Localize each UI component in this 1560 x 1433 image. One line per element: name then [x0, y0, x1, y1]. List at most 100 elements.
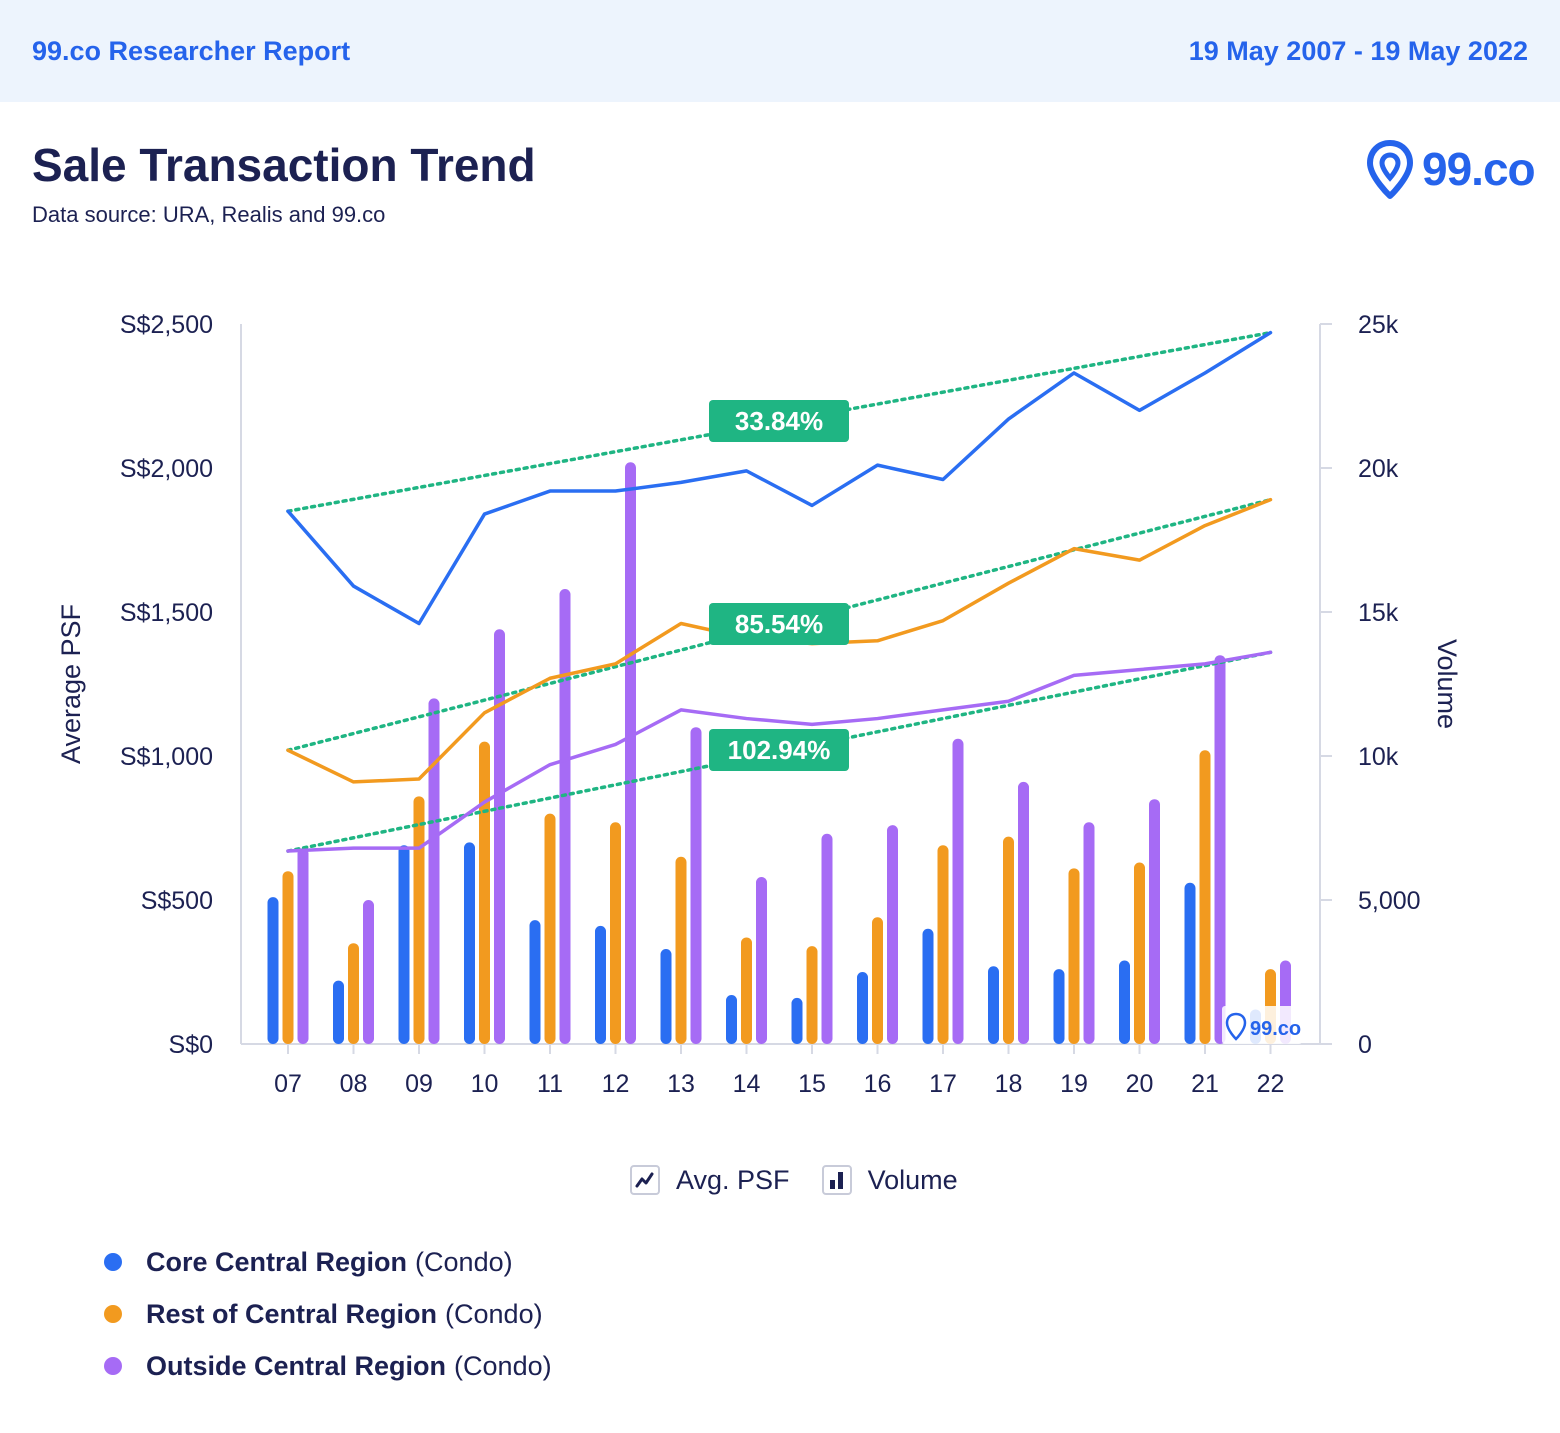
y-left-tick-label: S$2,500: [120, 311, 213, 339]
volume-bar: [610, 822, 621, 1044]
volume-bar: [464, 842, 475, 1044]
legend-series-name: Rest of Central Region: [146, 1298, 438, 1329]
volume-bar: [625, 462, 636, 1044]
legend-color-dot: [104, 1357, 122, 1375]
location-pin-icon: [1367, 140, 1413, 199]
volume-bar: [1018, 781, 1029, 1044]
legend-color-dot: [104, 1253, 122, 1271]
volume-bar: [1083, 822, 1095, 1044]
x-tick-label: 17: [929, 1070, 957, 1098]
legend-item-ocr[interactable]: Outside Central Region (Condo): [104, 1340, 552, 1392]
legend-item-avg-psf[interactable]: Avg. PSF: [630, 1165, 790, 1196]
trend-percent-label: 102.94%: [728, 735, 831, 765]
avg-psf-line: [286, 330, 1273, 626]
legend-item-rcr[interactable]: Rest of Central Region (Condo): [104, 1288, 552, 1340]
volume-bar: [690, 727, 702, 1044]
volume-bar: [821, 833, 833, 1044]
x-tick-label: 18: [995, 1070, 1023, 1098]
y-left-tick-label: S$2,000: [120, 455, 213, 483]
x-tick-label: 07: [274, 1070, 302, 1098]
page-title: Sale Transaction Trend: [32, 139, 536, 191]
y-left-tick-label: S$1,500: [120, 599, 213, 627]
volume-bar: [726, 995, 737, 1044]
legend-color-dot: [104, 1305, 122, 1323]
legend-item-ccr[interactable]: Core Central Region (Condo): [104, 1236, 552, 1288]
x-tick-label: 22: [1257, 1070, 1285, 1098]
x-tick-label: 15: [798, 1070, 826, 1098]
volume-bar: [952, 738, 964, 1044]
volume-bar: [1134, 862, 1145, 1044]
legend-item-volume[interactable]: Volume: [821, 1164, 958, 1196]
legend-series-name: Outside Central Region: [146, 1350, 447, 1381]
series-legend: Core Central Region (Condo) Rest of Cent…: [104, 1236, 552, 1392]
x-tick-label: 14: [733, 1070, 761, 1098]
volume-bar: [675, 856, 687, 1044]
x-tick-label: 09: [405, 1070, 433, 1098]
x-tick-label: 11: [537, 1070, 563, 1098]
volume-bar: [1119, 960, 1130, 1044]
y-left-tick-label: S$500: [141, 887, 213, 915]
y-right-axis-title: Volume: [1432, 639, 1462, 729]
avg-psf-line: [286, 650, 1273, 853]
bar-chart-icon: [821, 1165, 852, 1195]
volume-bar: [529, 920, 541, 1044]
volume-bar: [297, 848, 309, 1044]
volume-bar: [791, 997, 803, 1044]
volume-bar: [741, 937, 752, 1044]
trend-line: [286, 650, 1273, 853]
volume-bar: [1003, 836, 1014, 1044]
legend-label: Volume: [867, 1164, 958, 1195]
volume-bar: [559, 588, 571, 1044]
trend-percent-label: 33.84%: [735, 406, 823, 436]
location-pin-icon: [1225, 1012, 1247, 1041]
volume-bar: [348, 943, 359, 1044]
x-tick-label: 13: [667, 1070, 695, 1098]
x-tick-label: 12: [602, 1070, 630, 1098]
volume-bar: [872, 917, 883, 1044]
legend-series-name: Core Central Region: [146, 1246, 408, 1277]
y-right-tick-label: 20k: [1358, 455, 1399, 483]
watermark-text: 99.co: [1250, 1018, 1301, 1040]
volume-bar: [806, 946, 818, 1044]
volume-bar: [988, 966, 999, 1044]
y-left-tick-label: S$0: [169, 1031, 213, 1059]
data-source-subtitle: Data source: URA, Realis and 99.co: [32, 202, 386, 227]
report-header-bar: 99.co Researcher Report 19 May 2007 - 19…: [0, 0, 1560, 102]
y-right-tick-label: 10k: [1358, 743, 1399, 771]
volume-bar: [1199, 750, 1211, 1044]
sale-transaction-chart: S$0 S$500 S$1,000 S$1,500 S$2,000 S$2,500 0 5,0…: [56, 311, 1462, 1098]
volume-bar: [1053, 969, 1065, 1044]
volume-bar: [333, 980, 344, 1044]
y-right-tick-label: 5,000: [1358, 887, 1421, 915]
brand-logo: 99.co: [1366, 140, 1536, 200]
legend-label: Avg. PSF: [676, 1164, 790, 1195]
volume-bar: [267, 897, 279, 1044]
x-tick-label: 19: [1060, 1070, 1088, 1098]
chart-type-legend: Avg. PSF Volume: [630, 1160, 990, 1200]
volume-bar: [1068, 868, 1080, 1044]
volume-bar: [428, 698, 440, 1044]
volume-bar: [1149, 799, 1160, 1044]
legend-series-type: (Condo): [454, 1350, 552, 1381]
chart-watermark: 99.co: [1222, 1006, 1302, 1044]
volume-bar: [756, 876, 767, 1044]
line-chart-icon: [630, 1165, 660, 1195]
legend-series-type: (Condo): [415, 1246, 513, 1277]
y-right-tick-label: 25k: [1358, 311, 1399, 339]
volume-bar: [595, 925, 606, 1044]
trend-percent-badge: [709, 603, 849, 645]
y-left-axis-title: Average PSF: [56, 604, 86, 764]
volume-bar: [494, 629, 505, 1044]
volume-bar: [398, 845, 410, 1044]
volume-bar: [544, 813, 556, 1044]
trend-percent-badge: [709, 729, 849, 771]
trend-percent-label: 85.54%: [735, 609, 823, 639]
brand-logo-text: 99.co: [1422, 143, 1536, 195]
volume-bar: [413, 796, 425, 1044]
volume-bar: [660, 948, 672, 1044]
y-right-tick-label: 0: [1358, 1031, 1372, 1059]
date-range: 19 May 2007 - 19 May 2022: [1188, 36, 1528, 66]
report-label: 99.co Researcher Report: [32, 36, 351, 66]
volume-bar: [857, 972, 868, 1044]
volume-bar: [887, 825, 898, 1044]
